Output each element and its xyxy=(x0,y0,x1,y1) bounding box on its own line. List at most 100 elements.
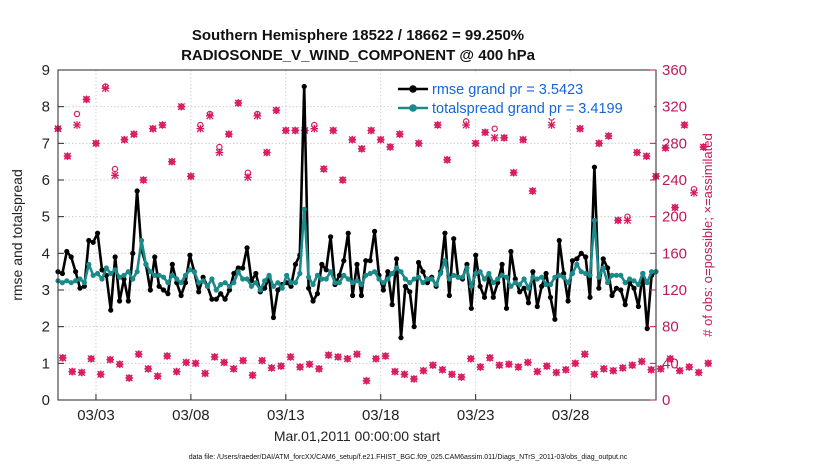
obs-assimilated-point xyxy=(73,121,81,129)
obs-assimilated-point xyxy=(111,171,119,180)
obs-assimilated-point xyxy=(704,359,713,368)
totalspread-point xyxy=(165,280,171,286)
rmse-point xyxy=(539,283,545,289)
y-tick-label: 2 xyxy=(42,319,50,336)
totalspread-point xyxy=(424,276,430,282)
totalspread-point xyxy=(266,272,272,278)
rmse-point xyxy=(578,250,584,256)
obs-assimilated-point xyxy=(486,353,494,362)
totalspread-point xyxy=(240,276,246,282)
obs-assimilated-point xyxy=(353,350,361,359)
totalspread-point xyxy=(631,278,637,284)
totalspread-point xyxy=(468,283,474,289)
x-tick-label: 03/18 xyxy=(362,407,400,424)
totalspread-point xyxy=(90,272,96,278)
obs-assimilated-point xyxy=(343,354,352,363)
rmse-point xyxy=(543,270,549,277)
rmse-point xyxy=(262,285,268,291)
totalspread-point xyxy=(596,274,602,280)
rmse-point xyxy=(270,314,277,321)
obs-assimilated-point xyxy=(376,135,385,144)
obs-assimilated-point xyxy=(642,152,651,161)
totalspread-point xyxy=(160,274,167,280)
totalspread-point xyxy=(407,280,413,286)
y-tick-label: 5 xyxy=(42,209,50,226)
rmse-point xyxy=(226,287,233,293)
totalspread-point xyxy=(499,272,505,278)
obs-assimilated-point xyxy=(414,139,423,148)
totalspread-point xyxy=(525,285,532,291)
obs-assimilated-point xyxy=(457,373,466,381)
totalspread-point xyxy=(279,285,285,291)
totalspread-point xyxy=(622,280,628,286)
totalspread-point xyxy=(587,272,593,278)
y-right-tick-label: 40 xyxy=(662,355,679,372)
obs-assimilated-point xyxy=(694,368,703,377)
obs-assimilated-point xyxy=(462,121,470,129)
obs-assimilated-point xyxy=(599,364,608,373)
obs-assimilated-point xyxy=(637,357,646,366)
rmse-point xyxy=(499,261,505,267)
y-tick-label: 8 xyxy=(42,99,50,116)
obs-assimilated-point xyxy=(476,363,485,371)
totalspread-point xyxy=(605,280,611,286)
totalspread-point xyxy=(358,281,364,288)
x-tick-label: 03/13 xyxy=(267,407,305,424)
rmse-point xyxy=(605,265,611,271)
obs-assimilated-point xyxy=(580,350,589,359)
totalspread-point xyxy=(389,270,395,277)
totalspread-point xyxy=(591,217,598,223)
rmse-point xyxy=(187,252,193,258)
totalspread-point xyxy=(473,270,479,277)
y-tick-label: 9 xyxy=(42,62,50,79)
rmse-point xyxy=(182,280,189,286)
obs-assimilated-point xyxy=(628,361,637,370)
totalspread-point xyxy=(310,281,316,288)
totalspread-point xyxy=(226,283,233,289)
totalspread-point xyxy=(512,280,518,286)
obs-assimilated-point xyxy=(139,176,148,184)
rmse-point xyxy=(556,237,562,244)
obs-assimilated-point xyxy=(671,203,679,212)
obs-assimilated-point xyxy=(410,375,418,383)
totalspread-point xyxy=(363,272,369,278)
obs-assimilated-point xyxy=(168,157,176,166)
obs-assimilated-point xyxy=(500,133,508,142)
rmse-point xyxy=(116,298,123,304)
rmse-point xyxy=(477,283,483,289)
obs-assimilated-point xyxy=(149,124,157,133)
obs-assimilated-point xyxy=(685,363,694,371)
obs-assimilated-point xyxy=(215,148,224,157)
totalspread-point xyxy=(332,280,338,286)
rmse-point xyxy=(591,164,598,170)
rmse-point xyxy=(68,254,74,260)
rmse-point xyxy=(451,236,457,242)
obs-assimilated-point xyxy=(63,152,72,161)
obs-assimilated-point xyxy=(543,362,551,370)
obs-assimilated-point xyxy=(675,366,684,375)
obs-assimilated-point xyxy=(490,133,499,142)
obs-assimilated-point xyxy=(210,353,219,361)
totalspread-point xyxy=(517,281,523,288)
rmse-point xyxy=(402,283,408,289)
totalspread-point xyxy=(644,280,650,286)
rmse-point xyxy=(314,291,321,297)
obs-assimilated-point xyxy=(524,358,532,367)
rmse-point xyxy=(328,234,334,240)
totalspread-point xyxy=(486,270,492,277)
obs-assimilated-point xyxy=(438,365,447,374)
data-file-footer: data file: /Users/raeder/DAI/ATM_forcXX/… xyxy=(189,454,628,461)
rmse-point xyxy=(209,296,215,302)
obs-assimilated-point xyxy=(604,132,613,140)
totalspread-point xyxy=(200,278,206,284)
rmse-point xyxy=(574,256,580,262)
totalspread-point xyxy=(222,280,228,286)
totalspread-point xyxy=(147,269,153,275)
obs-assimilated-point xyxy=(229,364,238,373)
rmse-point xyxy=(121,276,127,282)
totalspread-point xyxy=(116,274,123,280)
obs-assimilated-point xyxy=(248,371,257,380)
totalspread-point xyxy=(314,272,321,278)
totalspread-point xyxy=(345,276,351,282)
totalspread-point xyxy=(81,280,87,286)
